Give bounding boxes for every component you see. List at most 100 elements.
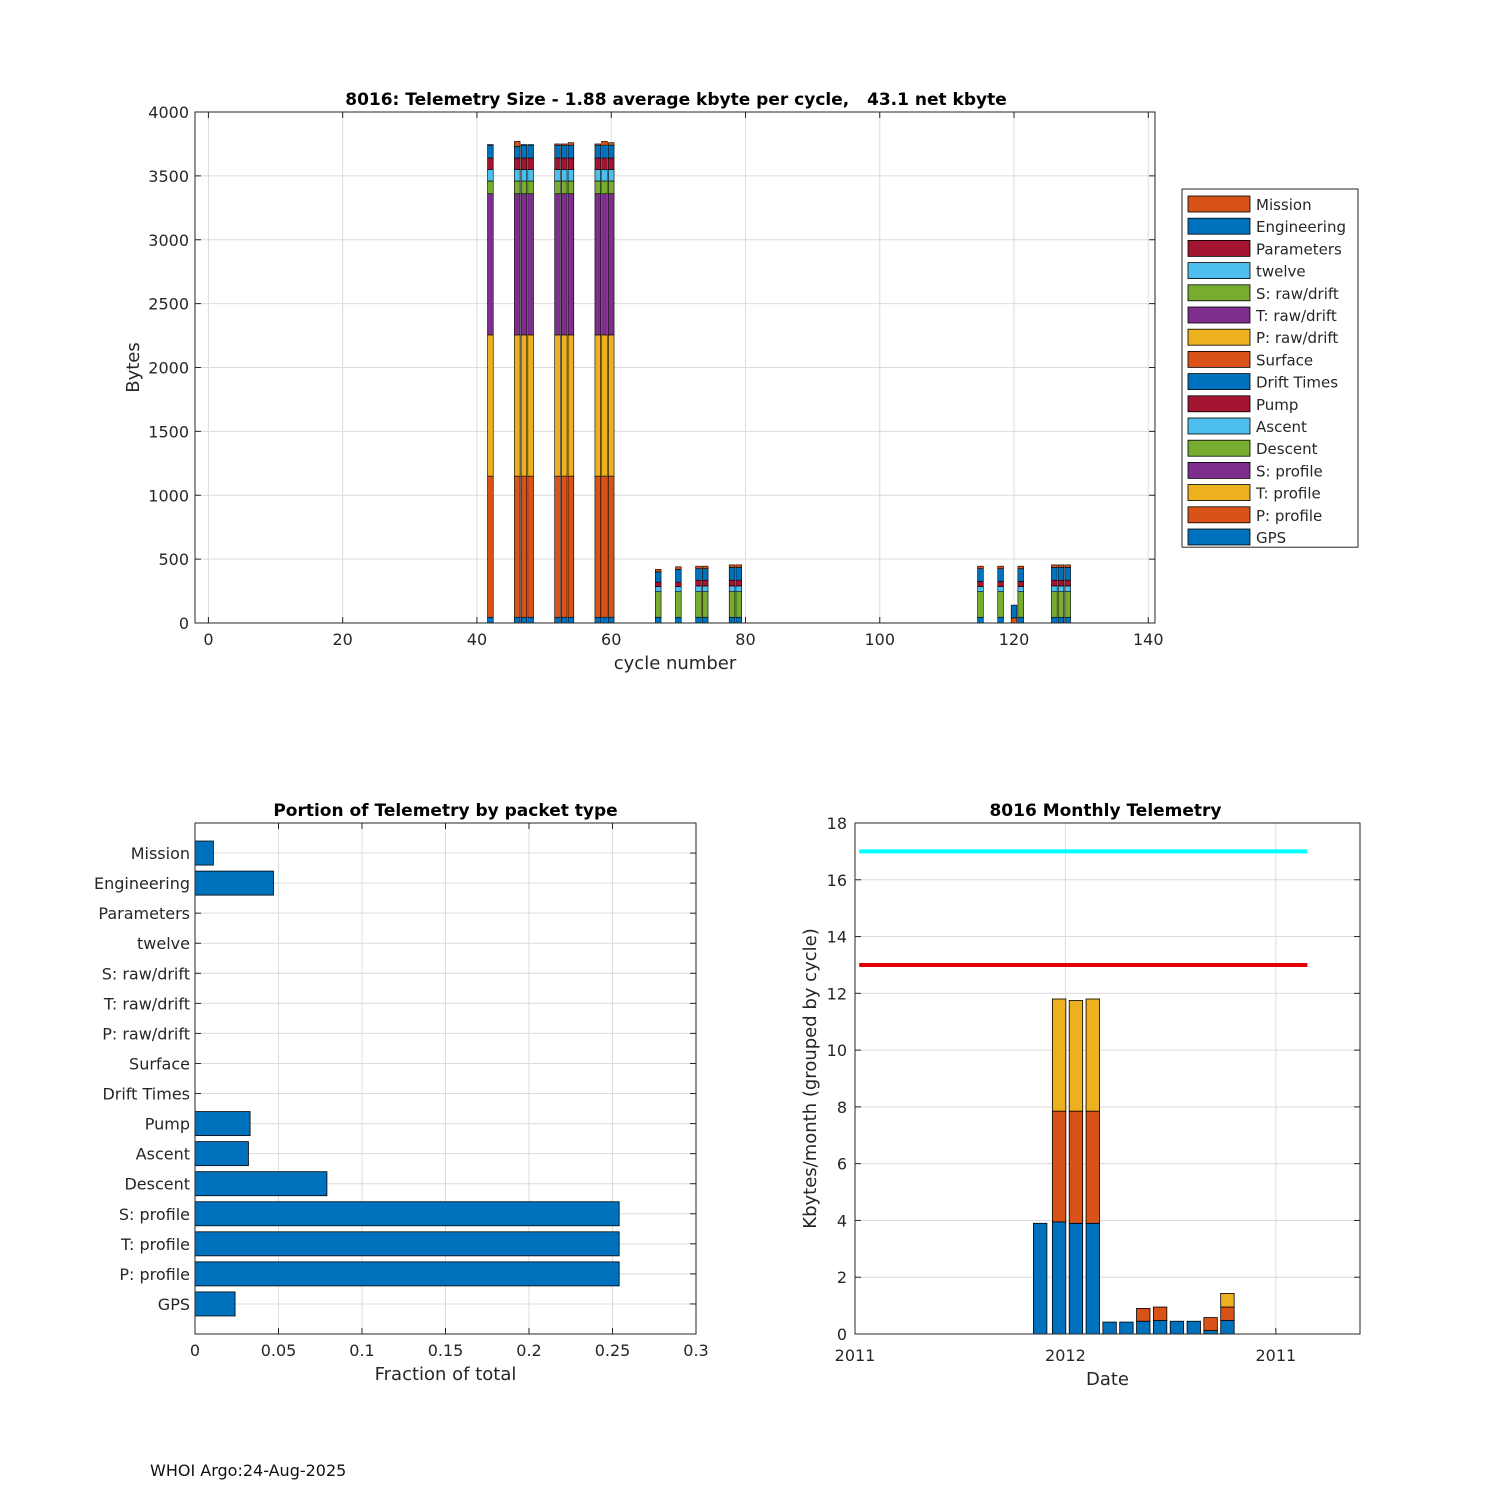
bar-segment [514, 193, 521, 336]
y-tick-label: 3000 [148, 231, 189, 250]
bar-segment [1102, 1321, 1117, 1335]
bar-segment [608, 169, 615, 182]
bar-segment [728, 585, 736, 593]
bar-segment [695, 616, 702, 624]
bar-segment [977, 565, 984, 570]
bar-segment [1033, 1222, 1048, 1335]
bar [194, 1261, 620, 1287]
chart-title: 8016: Telemetry Size - 1.88 average kbyt… [345, 90, 1007, 110]
axes-box [194, 822, 697, 1335]
bar-segment [675, 586, 682, 593]
x-axis-label: Date [1086, 1369, 1129, 1390]
x-tick-label: 0.2 [516, 1341, 541, 1360]
bar-segment [1203, 1330, 1218, 1335]
bar-segment [728, 591, 736, 618]
bar-segment [601, 141, 608, 146]
bar-segment [601, 334, 608, 477]
legend-label: T: profile [1255, 485, 1321, 503]
bar-segment [601, 616, 608, 624]
bar-segment [527, 144, 534, 159]
bar-segment [702, 616, 709, 624]
bar [194, 1201, 620, 1227]
bar [194, 870, 274, 896]
bar-segment [728, 616, 736, 624]
x-tick-label: 2011 [835, 1346, 876, 1365]
legend-label: Parameters [1256, 240, 1342, 258]
bar-segment [1152, 1319, 1168, 1335]
bar-segment [1220, 1306, 1235, 1321]
bar-segment [1017, 568, 1024, 582]
bar-segment [601, 157, 608, 170]
bar-segment [514, 141, 521, 147]
bar-segment [1057, 591, 1065, 618]
category-label: T: profile [120, 1235, 190, 1254]
bar-segment [702, 568, 709, 581]
legend-swatch [1187, 217, 1251, 235]
legend-swatch [1187, 439, 1251, 457]
bar-segment [514, 475, 521, 618]
bar-segment [675, 616, 682, 624]
bar-segment [527, 144, 534, 146]
y-tick-label: 6 [837, 1155, 847, 1174]
bar-segment [1010, 617, 1018, 624]
bar-segment [702, 565, 709, 570]
bar-segment [561, 180, 568, 195]
bar-segment [997, 581, 1004, 587]
bar [194, 1111, 251, 1137]
bar-segment [520, 475, 528, 618]
legend-label: P: profile [1256, 507, 1322, 525]
category-label: Drift Times [102, 1085, 190, 1104]
bar-segment [567, 193, 575, 336]
category-label: GPS [158, 1295, 190, 1314]
bar-segment [977, 591, 984, 618]
bar-segment [487, 157, 494, 170]
bar-segment [514, 334, 521, 477]
bar-segment [655, 586, 662, 593]
bar-segment [594, 193, 601, 336]
bar-segment [1010, 604, 1018, 619]
bar-segment [1064, 564, 1071, 568]
bar-segment [520, 169, 528, 182]
bar-segment [655, 571, 662, 583]
y-tick-label: 3500 [148, 167, 189, 186]
bar-segment [1017, 565, 1024, 570]
legend-swatch [1187, 373, 1251, 391]
bar-segment [554, 475, 561, 618]
bar-segment [728, 579, 736, 587]
legend-label: P: raw/drift [1256, 329, 1338, 347]
y-axis-label: Bytes [123, 342, 144, 393]
bar-segment [527, 193, 534, 336]
bar-segment [702, 591, 709, 618]
legend-label: Surface [1256, 351, 1313, 369]
bar-segment [527, 616, 534, 624]
y-tick-label: 2 [837, 1268, 847, 1287]
x-tick-label: 0.25 [595, 1341, 631, 1360]
bar-segment [1051, 1110, 1067, 1223]
y-tick-label: 0 [837, 1325, 847, 1344]
legend-swatch [1187, 461, 1251, 479]
bar-segment [1017, 591, 1024, 618]
bar-segment [1203, 1317, 1218, 1331]
bar-segment [561, 157, 568, 170]
bar-segment [1186, 1320, 1201, 1335]
chart-title: 8016 Monthly Telemetry [989, 801, 1221, 821]
bar-segment [594, 169, 601, 182]
x-tick-label: 120 [999, 630, 1030, 649]
bar-segment [520, 193, 528, 336]
legend-swatch [1187, 306, 1251, 324]
bar-segment [1220, 1293, 1235, 1308]
bar-segment [567, 616, 575, 624]
y-tick-label: 16 [827, 871, 847, 890]
x-tick-label: 140 [1133, 630, 1164, 649]
bar-segment [554, 144, 561, 159]
legend-label: Engineering [1256, 218, 1346, 236]
bar-segment [702, 585, 709, 593]
legend-swatch [1187, 484, 1251, 502]
bar-segment [594, 616, 601, 624]
bar-segment [608, 193, 615, 336]
bar-segment [675, 566, 682, 570]
bar [194, 1141, 249, 1167]
bar-segment [1068, 1110, 1084, 1224]
bar-segment [735, 591, 742, 618]
bar-segment [567, 142, 575, 146]
